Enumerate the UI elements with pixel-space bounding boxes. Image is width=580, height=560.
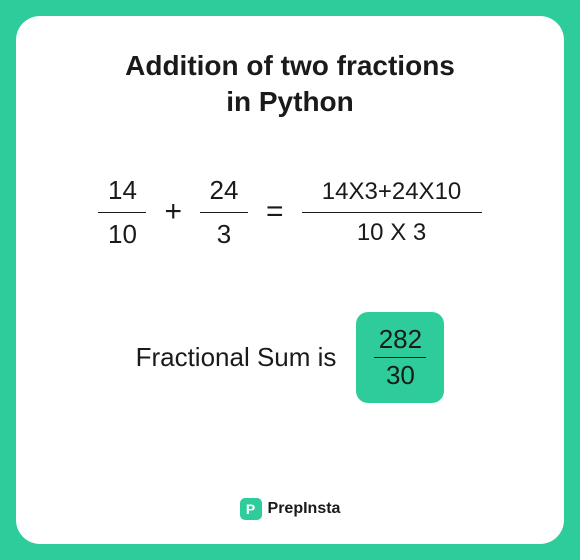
brand: P PrepInsta	[240, 498, 341, 520]
brand-logo-letter: P	[246, 501, 255, 517]
equation-row: 14 10 + 24 3 = 14X3+24X10 10 X 3	[98, 169, 481, 256]
title-line-1: Addition of two fractions	[125, 50, 455, 81]
fraction-1-numerator: 14	[100, 169, 145, 212]
fraction-2: 24 3	[200, 169, 248, 256]
fraction-result-denominator: 10 X 3	[353, 213, 430, 253]
fraction-2-numerator: 24	[202, 169, 247, 212]
fraction-result: 14X3+24X10 10 X 3	[302, 172, 482, 253]
sum-row: Fractional Sum is 282 30	[136, 312, 445, 403]
fraction-result-numerator: 14X3+24X10	[318, 172, 465, 212]
operator-equals: =	[266, 195, 284, 229]
sum-numerator: 282	[375, 322, 426, 357]
sum-box: 282 30	[356, 312, 444, 403]
fraction-2-denominator: 3	[209, 213, 239, 256]
brand-logo-icon: P	[240, 498, 262, 520]
brand-name: PrepInsta	[268, 500, 341, 518]
fraction-1-denominator: 10	[100, 213, 145, 256]
sum-denominator: 30	[382, 358, 419, 393]
fraction-1: 14 10	[98, 169, 146, 256]
operator-plus: +	[164, 195, 182, 229]
page-title: Addition of two fractions in Python	[125, 48, 455, 121]
infographic-card: Addition of two fractions in Python 14 1…	[16, 16, 564, 544]
sum-label: Fractional Sum is	[136, 342, 337, 373]
title-line-2: in Python	[226, 86, 354, 117]
